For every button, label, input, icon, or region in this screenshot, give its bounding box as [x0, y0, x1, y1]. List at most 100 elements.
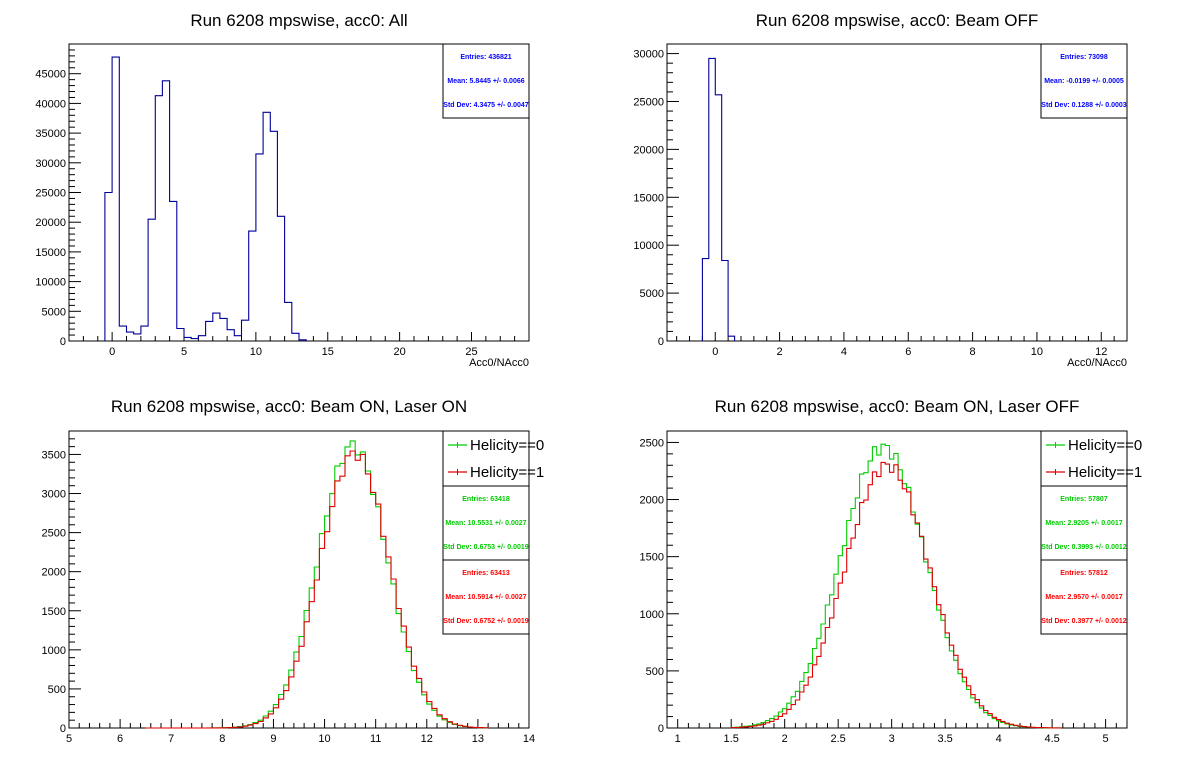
stats-entries: Entries: 73098	[1060, 54, 1108, 61]
x-axis-label: Acc0/NAcc0	[1067, 357, 1127, 369]
y-tick-label: 15000	[633, 192, 664, 204]
x-tick-label: 4	[996, 733, 1002, 745]
x-tick-label: 6	[117, 733, 123, 745]
stats-stddev: Std Dev: 0.3977 +/- 0.0012	[1041, 618, 1127, 625]
stats-mean: Mean: 5.8445 +/- 0.0066	[447, 78, 524, 85]
y-tick-label: 0	[658, 723, 664, 735]
stats-box	[442, 43, 530, 119]
stats-box	[442, 485, 530, 561]
y-tick-label: 10000	[633, 240, 664, 252]
y-tick-label: 500	[48, 684, 66, 696]
stats-mean: Mean: 2.9570 +/- 0.0017	[1045, 594, 1122, 601]
stats-box	[1040, 43, 1128, 119]
x-tick-label: 2.5	[831, 733, 846, 745]
x-tick-label: 10	[250, 346, 262, 358]
y-tick-label: 20000	[633, 144, 664, 156]
stats-mean: Mean: -0.0199 +/- 0.0005	[1044, 78, 1124, 85]
x-tick-label: 15	[322, 346, 334, 358]
x-tick-label: 10	[318, 733, 330, 745]
y-tick-label: 0	[658, 336, 664, 348]
histogram-series-1	[730, 443, 1062, 729]
x-tick-label: 12	[421, 733, 433, 745]
legend-label: Helicity==0	[470, 437, 544, 454]
legend-label: Helicity==1	[1068, 464, 1142, 481]
x-tick-label: 4	[841, 346, 847, 358]
x-tick-label: 0	[109, 346, 115, 358]
y-tick-label: 0	[60, 336, 66, 348]
y-tick-label: 3500	[42, 449, 66, 461]
x-tick-label: 14	[523, 733, 535, 745]
histogram-panel-4: Run 6208 mpswise, acc0: Beam ON, Laser O…	[640, 397, 1143, 745]
x-tick-label: 5	[181, 346, 187, 358]
x-tick-label: 8	[970, 346, 976, 358]
stats-stddev: Std Dev: 0.6752 +/- 0.0019	[443, 618, 529, 625]
y-tick-label: 25000	[633, 96, 664, 108]
x-tick-label: 6	[905, 346, 911, 358]
x-tick-label: 20	[394, 346, 406, 358]
x-tick-label: 0	[712, 346, 718, 358]
y-tick-label: 1500	[640, 552, 664, 564]
x-tick-label: 25	[465, 346, 477, 358]
histogram-panel-2: Run 6208 mpswise, acc0: Beam OFF 0 2 4 6 8 10 1…	[633, 11, 1128, 369]
histogram-series-1	[145, 440, 489, 729]
y-tick-label: 1000	[640, 609, 664, 621]
y-tick-label: 5000	[42, 306, 66, 318]
stats-stddev: Std Dev: 4.3475 +/- 0.0047	[443, 102, 529, 109]
y-tick-label: 40000	[35, 98, 66, 110]
x-tick-label: 11	[370, 733, 381, 745]
plot-frame	[666, 43, 1128, 342]
x-tick-label: 5	[66, 733, 72, 745]
stats-stddev: Std Dev: 0.1288 +/- 0.0003	[1041, 102, 1127, 109]
x-tick-label: 2	[782, 733, 788, 745]
y-tick-label: 25000	[35, 188, 66, 200]
histogram-series-2	[145, 450, 489, 729]
histogram-series-1	[104, 56, 307, 341]
x-tick-label: 7	[168, 733, 174, 745]
y-tick-label: 2500	[640, 437, 664, 449]
legend-box	[442, 430, 530, 487]
x-axis-label: Acc0/NAcc0	[469, 357, 529, 369]
stats-entries: Entries: 57812	[1060, 570, 1108, 577]
y-tick-label: 30000	[35, 158, 66, 170]
stats-mean: Mean: 10.5531 +/- 0.0027	[445, 520, 526, 527]
stats-stddev: Std Dev: 0.6753 +/- 0.0019	[443, 544, 529, 551]
chart-title: Run 6208 mpswise, acc0: Beam ON, Laser O…	[111, 397, 467, 416]
x-tick-label: 13	[472, 733, 484, 745]
x-tick-label: 12	[1095, 346, 1107, 358]
stats-entries: Entries: 63413	[462, 570, 510, 577]
x-tick-label: 3	[889, 733, 895, 745]
x-tick-label: 3.5	[937, 733, 952, 745]
histogram-series-1	[701, 57, 736, 341]
y-tick-label: 45000	[35, 69, 66, 81]
legend-label: Helicity==1	[470, 464, 544, 481]
x-tick-label: 5	[1103, 733, 1109, 745]
chart-title: Run 6208 mpswise, acc0: Beam OFF	[756, 11, 1039, 30]
histogram-panel-1: Run 6208 mpswise, acc0: All 0 5 10 15 20 25 0 50…	[35, 11, 530, 369]
y-tick-label: 3000	[42, 489, 66, 501]
y-tick-label: 5000	[640, 288, 664, 300]
chart-title: Run 6208 mpswise, acc0: All	[190, 11, 407, 30]
stats-entries: Entries: 436821	[460, 54, 511, 61]
y-tick-label: 500	[646, 666, 664, 678]
x-tick-label: 2	[777, 346, 783, 358]
histogram-panel-3: Run 6208 mpswise, acc0: Beam ON, Laser O…	[42, 397, 545, 745]
stats-entries: Entries: 57807	[1060, 496, 1108, 503]
y-tick-label: 2500	[42, 528, 66, 540]
y-tick-label: 35000	[35, 128, 66, 140]
y-tick-label: 1000	[42, 645, 66, 657]
stats-box	[442, 559, 530, 635]
x-tick-label: 1.5	[724, 733, 739, 745]
y-tick-label: 15000	[35, 247, 66, 259]
y-tick-label: 30000	[633, 49, 664, 61]
y-tick-label: 2000	[640, 495, 664, 507]
stats-box	[1040, 559, 1128, 635]
stats-mean: Mean: 2.9205 +/- 0.0017	[1045, 520, 1122, 527]
x-tick-label: 9	[270, 733, 276, 745]
y-tick-label: 0	[60, 723, 66, 735]
x-tick-label: 4.5	[1044, 733, 1059, 745]
stats-mean: Mean: 10.5914 +/- 0.0027	[445, 594, 526, 601]
y-tick-label: 10000	[35, 277, 66, 289]
y-tick-label: 20000	[35, 217, 66, 229]
x-tick-label: 8	[219, 733, 225, 745]
